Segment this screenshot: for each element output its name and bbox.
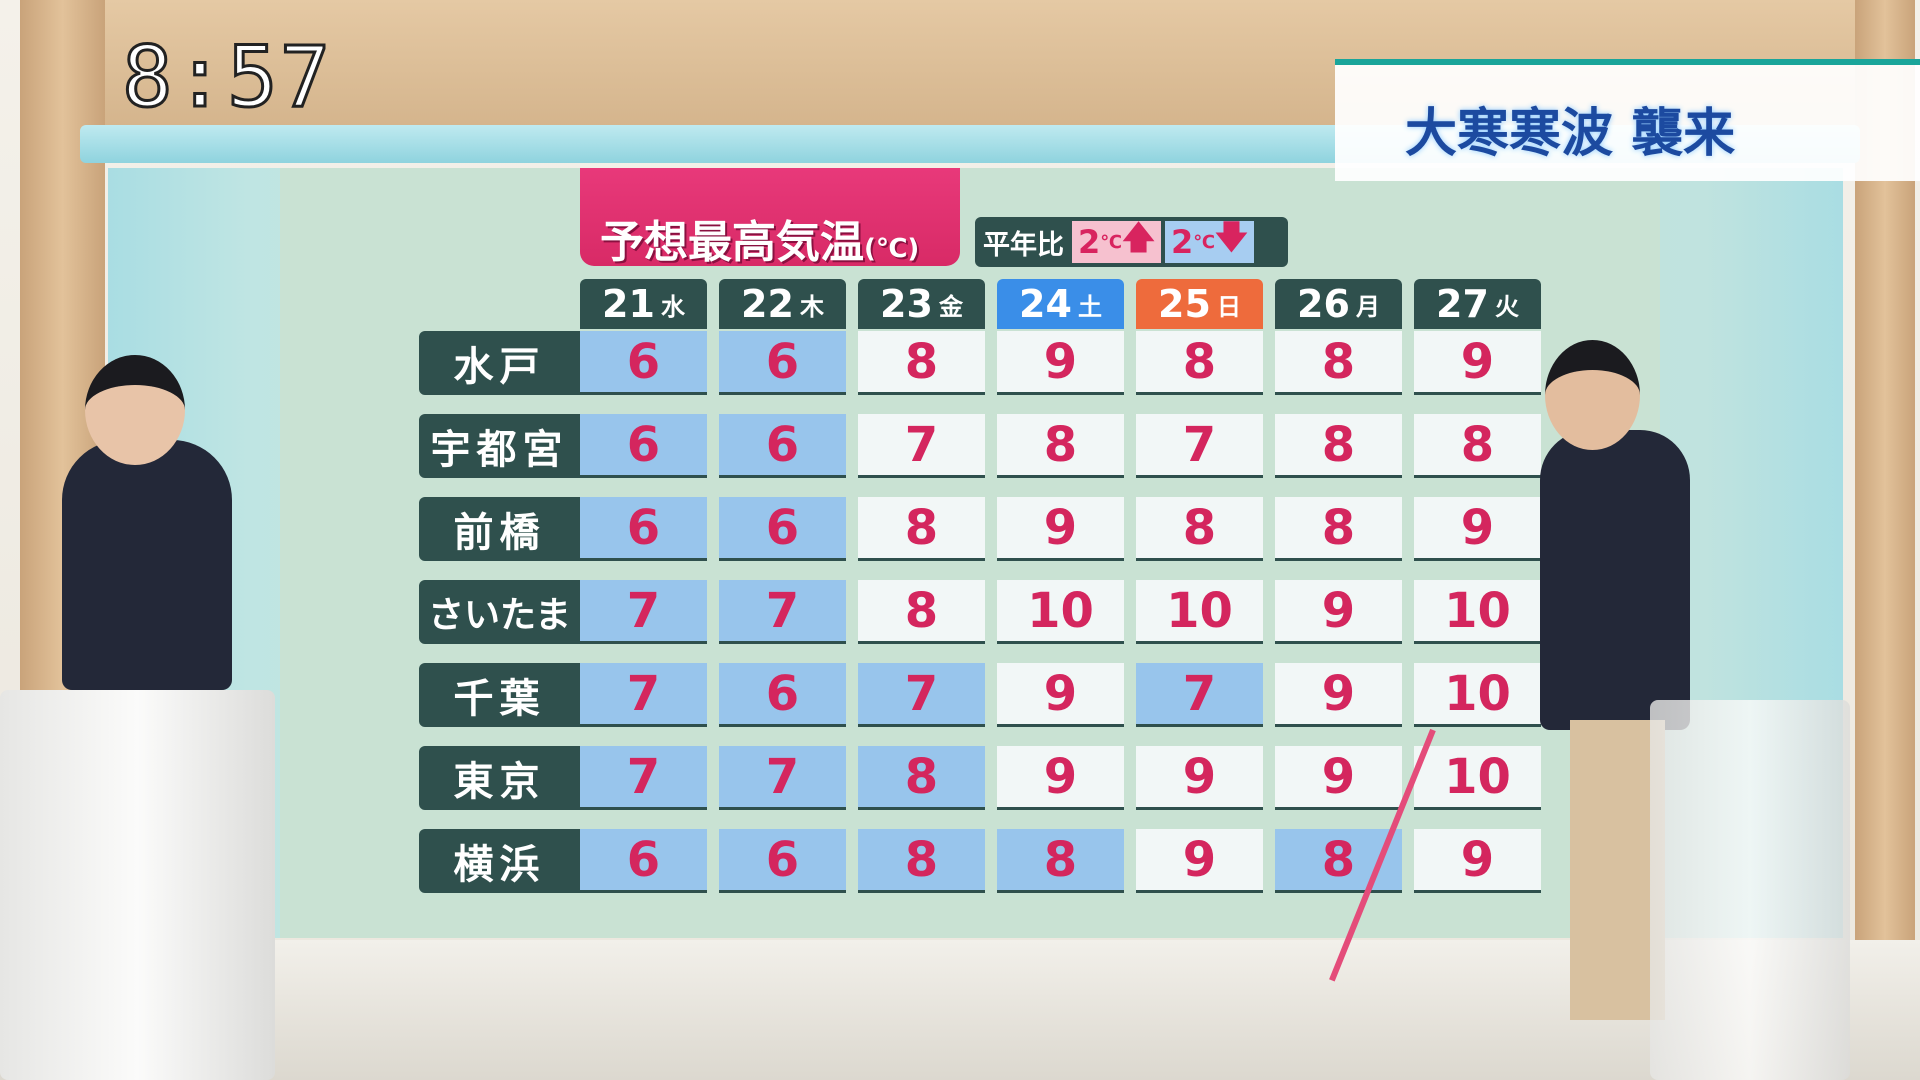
temperature-cell: 8	[1275, 331, 1402, 395]
temperature-cell: 8	[858, 580, 985, 644]
legend-warm-value: 2	[1078, 223, 1101, 261]
headline-banner: 大寒寒波 襲来	[1335, 59, 1920, 181]
temperature-cell: 10	[1414, 663, 1541, 727]
city-label: 水戸	[419, 331, 580, 395]
temperature-cell: 7	[580, 580, 707, 644]
day-of-week: 月	[1355, 292, 1380, 321]
temperature-cell: 8	[858, 497, 985, 561]
temperature-cell: 7	[719, 580, 846, 644]
legend-warm: 2 ℃ 🡅	[1072, 218, 1161, 263]
day-date: 22	[741, 282, 794, 326]
legend-label: 平年比	[983, 229, 1064, 261]
temperature-cell: 6	[580, 497, 707, 561]
day-of-week: 日	[1216, 292, 1241, 321]
legend-cold-value: 2	[1170, 223, 1194, 261]
temperature-cell: 6	[580, 331, 707, 395]
day-date: 21	[602, 282, 655, 326]
day-date: 23	[880, 282, 933, 326]
temperature-cell: 9	[1136, 746, 1263, 810]
desk-right	[1650, 700, 1850, 1080]
day-date: 26	[1297, 282, 1350, 326]
temperature-cell: 6	[580, 414, 707, 478]
temperature-cell: 8	[1136, 331, 1263, 395]
temperature-cell: 8	[1275, 414, 1402, 478]
temperature-cell: 8	[997, 414, 1124, 478]
arrow-down-icon: 🡇	[1215, 218, 1248, 256]
temperature-cell: 7	[580, 746, 707, 810]
clock: 8:57	[120, 27, 333, 128]
day-header: 24 土	[997, 279, 1124, 329]
temperature-cell: 8	[858, 331, 985, 395]
temperature-cell: 7	[858, 663, 985, 727]
temperature-cell: 9	[997, 746, 1124, 810]
legend-cold-unit: ℃	[1193, 231, 1216, 253]
day-header: 26 月	[1275, 279, 1402, 329]
temperature-cell: 8	[858, 829, 985, 893]
temperature-cell: 9	[1136, 829, 1263, 893]
temperature-cell: 6	[580, 829, 707, 893]
temperature-cell: 9	[997, 497, 1124, 561]
temperature-cell: 10	[1414, 746, 1541, 810]
temperature-cell: 9	[1275, 663, 1402, 727]
title-unit: (℃)	[864, 234, 920, 264]
temperature-cell: 7	[1136, 414, 1263, 478]
presenter-right	[1540, 430, 1690, 730]
temperature-cell: 7	[858, 414, 985, 478]
day-of-week: 木	[799, 292, 824, 321]
temperature-cell: 6	[719, 663, 846, 727]
temperature-cell: 9	[1414, 829, 1541, 893]
day-of-week: 水	[660, 292, 685, 321]
day-of-week: 土	[1077, 292, 1102, 321]
legend-warm-unit: ℃	[1100, 231, 1123, 253]
day-header: 21 水	[580, 279, 707, 329]
day-date: 25	[1158, 282, 1211, 326]
chart-title: 予想最高気温(℃)	[580, 168, 960, 268]
day-header: 23 金	[858, 279, 985, 329]
day-header: 27 火	[1414, 279, 1541, 329]
presenter-right-legs	[1570, 720, 1665, 1020]
temperature-cell: 9	[1275, 746, 1402, 810]
day-date: 24	[1019, 282, 1072, 326]
legend-cold: 2 ℃ 🡇	[1164, 218, 1254, 263]
day-header: 22 木	[719, 279, 846, 329]
temperature-cell: 8	[997, 829, 1124, 893]
city-label: 千葉	[419, 663, 580, 727]
presenter-right-head	[1545, 340, 1640, 450]
temperature-cell: 8	[1275, 497, 1402, 561]
city-label: 東京	[419, 746, 580, 810]
temperature-cell: 7	[580, 663, 707, 727]
presenter-left	[62, 440, 232, 690]
temperature-cell: 6	[719, 497, 846, 561]
temperature-cell: 6	[719, 414, 846, 478]
temperature-cell: 9	[1275, 580, 1402, 644]
temperature-cell: 8	[858, 746, 985, 810]
city-label: さいたま	[419, 580, 580, 644]
city-label: 宇都宮	[419, 414, 580, 478]
day-of-week: 金	[938, 292, 963, 321]
day-date: 27	[1436, 282, 1489, 326]
presenter-left-head	[85, 355, 185, 465]
legend: 平年比 2 ℃ 🡅 2 ℃ 🡇	[975, 217, 1288, 267]
temperature-cell: 10	[1414, 580, 1541, 644]
temperature-cell: 6	[719, 331, 846, 395]
temperature-cell: 6	[719, 829, 846, 893]
title-main: 予想最高気温	[600, 217, 864, 268]
day-header: 25 日	[1136, 279, 1263, 329]
temperature-cell: 9	[997, 663, 1124, 727]
headline-text: 大寒寒波 襲来	[1405, 104, 1736, 164]
temperature-cell: 10	[1136, 580, 1263, 644]
temperature-cell: 9	[1414, 497, 1541, 561]
temperature-cell: 10	[997, 580, 1124, 644]
temperature-cell: 8	[1414, 414, 1541, 478]
desk-left	[0, 690, 275, 1080]
temperature-cell: 9	[1414, 331, 1541, 395]
temperature-cell: 9	[997, 331, 1124, 395]
day-of-week: 火	[1494, 292, 1519, 321]
temperature-cell: 8	[1136, 497, 1263, 561]
city-label: 前橋	[419, 497, 580, 561]
temperature-cell: 7	[1136, 663, 1263, 727]
city-label: 横浜	[419, 829, 580, 893]
temperature-cell: 7	[719, 746, 846, 810]
arrow-up-icon: 🡅	[1122, 218, 1155, 256]
